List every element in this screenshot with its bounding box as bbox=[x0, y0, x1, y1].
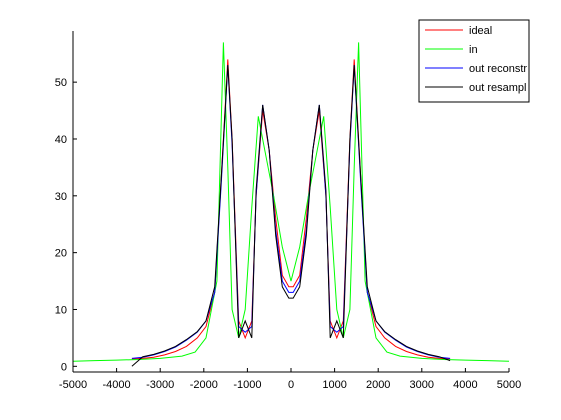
y-tick-label: 10 bbox=[55, 304, 67, 316]
legend-label: ideal bbox=[469, 25, 492, 37]
x-tick-label: 1000 bbox=[322, 379, 346, 391]
x-tick-label: -5000 bbox=[59, 379, 87, 391]
y-tick-label: 40 bbox=[55, 134, 67, 146]
legend-box bbox=[418, 19, 530, 103]
x-tick-label: -2000 bbox=[190, 379, 218, 391]
y-tick-label: 0 bbox=[61, 361, 67, 373]
legend-label: in bbox=[469, 44, 478, 56]
x-tick-label: 4000 bbox=[453, 379, 477, 391]
x-tick-label: 0 bbox=[288, 379, 294, 391]
x-tick-label: 5000 bbox=[497, 379, 521, 391]
y-tick-label: 20 bbox=[55, 248, 67, 260]
series-line-in bbox=[73, 42, 509, 362]
y-tick-label: 50 bbox=[55, 77, 67, 89]
y-tick-label: 30 bbox=[55, 191, 67, 203]
series-line-out-resampl bbox=[131, 65, 451, 367]
x-tick-label: 2000 bbox=[366, 379, 390, 391]
legend-label: out resampl bbox=[469, 82, 526, 94]
x-tick-label: -1000 bbox=[233, 379, 261, 391]
legend-label: out reconstr bbox=[469, 63, 527, 75]
x-tick-label: -4000 bbox=[103, 379, 131, 391]
x-tick-label: 3000 bbox=[410, 379, 434, 391]
series-line-ideal bbox=[131, 59, 451, 360]
x-tick-label: -3000 bbox=[146, 379, 174, 391]
